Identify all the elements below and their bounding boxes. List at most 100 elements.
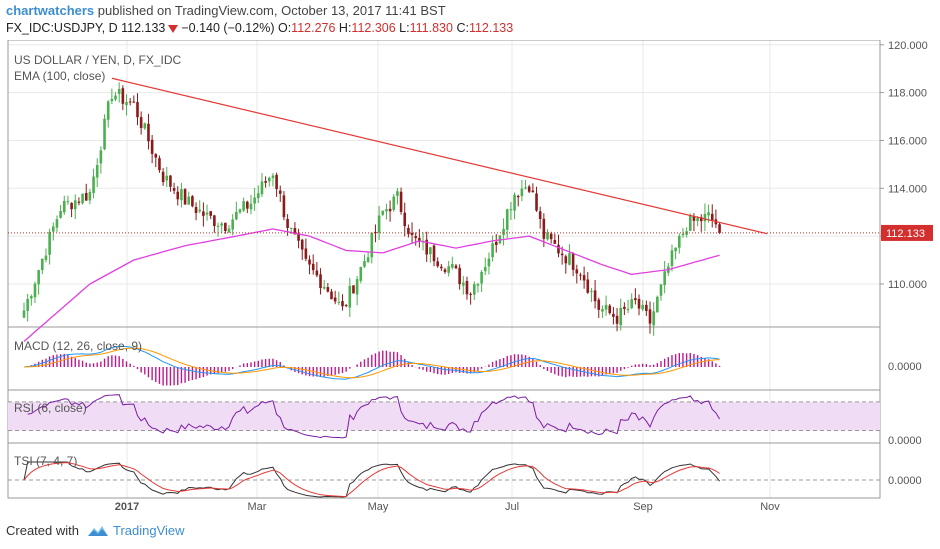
- candle-body: [615, 315, 619, 324]
- open-value: 112.276: [291, 21, 336, 35]
- candle-body: [176, 191, 180, 200]
- candle-body: [568, 253, 571, 265]
- candle-body: [458, 267, 461, 285]
- candle-body: [319, 274, 322, 289]
- candle-body: [626, 308, 630, 311]
- candle-body: [440, 266, 443, 269]
- candle-body: [462, 282, 465, 286]
- candle-body: [44, 255, 48, 260]
- candle-body: [348, 285, 352, 308]
- candle-body: [564, 256, 568, 264]
- macd-line: [23, 345, 720, 380]
- candle-body: [191, 196, 194, 207]
- candle-body: [22, 310, 26, 318]
- macd-label: MACD (12, 26, close, 9): [14, 339, 142, 353]
- candle-body: [374, 231, 377, 233]
- candle-body: [703, 213, 707, 222]
- candle-body: [436, 261, 439, 267]
- trendline[interactable]: [111, 77, 768, 235]
- candle-body: [355, 279, 359, 295]
- candle-body: [366, 257, 370, 262]
- candle-body: [674, 247, 677, 252]
- tsi-signal-line: [23, 462, 720, 498]
- y-tick-label: 120.000: [888, 40, 928, 52]
- candle-body: [66, 201, 70, 203]
- candle-body: [231, 219, 234, 230]
- candle-body: [70, 202, 73, 210]
- rsi-label: RSI (6, close): [14, 401, 87, 415]
- candle-body: [224, 222, 227, 232]
- candle-body: [443, 269, 447, 273]
- candle-body: [718, 224, 721, 233]
- rsi-zero-label: 0.0000: [888, 435, 922, 447]
- candle-body: [154, 154, 158, 158]
- rsi-band: [8, 401, 880, 431]
- symbol-label: FX_IDC:USDJPY, D: [6, 21, 118, 35]
- price-tag: [881, 224, 933, 241]
- candle-body: [106, 101, 110, 120]
- candle-body: [681, 233, 685, 236]
- candle-body: [216, 225, 220, 227]
- candle-body: [677, 235, 681, 248]
- candle-body: [447, 266, 450, 273]
- x-tick-label: Nov: [760, 501, 780, 513]
- pane-border-3: [7, 442, 881, 499]
- high-value: 112.306: [351, 21, 396, 35]
- y-tick-label: 116.000: [888, 135, 927, 147]
- candle-body: [242, 201, 245, 211]
- low-label: L:: [399, 21, 410, 35]
- candle-body: [710, 213, 714, 221]
- y-tick-label: 118.000: [888, 88, 927, 100]
- candle-body: [670, 250, 674, 267]
- candle-body: [286, 218, 289, 229]
- candle-body: [41, 258, 44, 271]
- candle-body: [593, 290, 597, 302]
- candle-body: [308, 259, 311, 265]
- candle-body: [648, 309, 652, 324]
- candle-body: [637, 298, 641, 309]
- candle-body: [451, 264, 454, 268]
- candle-body: [469, 293, 472, 295]
- created-with-text: Created with: [6, 523, 79, 538]
- tsi-label: TSI (7, 4, 7): [14, 454, 77, 468]
- rsi-line: [27, 394, 721, 439]
- author-link[interactable]: chartwatchers: [6, 3, 95, 18]
- tradingview-logo-icon: [87, 525, 108, 536]
- candle-body: [652, 311, 655, 326]
- candle-body: [256, 193, 260, 199]
- candle-body: [494, 241, 498, 245]
- candle-body: [571, 253, 575, 270]
- candle-body: [604, 304, 608, 310]
- candle-body: [147, 123, 150, 142]
- x-tick-label: 2017: [115, 501, 139, 513]
- candle-body: [418, 237, 421, 242]
- arrow-down-icon: [168, 24, 179, 33]
- candle-body: [330, 291, 333, 300]
- candle-body: [110, 98, 114, 102]
- candle-body: [601, 309, 604, 312]
- candle-body: [586, 279, 590, 293]
- candle-body: [645, 304, 648, 311]
- candle-body: [92, 176, 95, 194]
- candle-body: [209, 211, 213, 216]
- candle-body: [341, 301, 344, 307]
- candle-body: [117, 88, 121, 95]
- candle-body: [619, 307, 623, 326]
- candle-body: [502, 228, 505, 235]
- candle-body: [253, 197, 256, 204]
- candle-body: [527, 186, 531, 192]
- candle-body: [172, 188, 176, 191]
- tradingview-brand[interactable]: TradingView: [112, 523, 185, 538]
- publish-info: chartwatchers published on TradingView.c…: [6, 3, 446, 18]
- candle-body: [491, 243, 494, 258]
- close-label: C:: [456, 21, 469, 35]
- candle-body: [143, 123, 147, 129]
- candle-body: [267, 177, 271, 182]
- ema-label: EMA (100, close): [14, 69, 105, 83]
- candle-body: [297, 233, 300, 241]
- high-label: H:: [338, 21, 352, 35]
- candle-body: [139, 117, 143, 129]
- price-chart[interactable]: 2017 Mar May Jul Sep Nov 120.000 118.000 116.000…: [0, 40, 940, 518]
- candle-body: [205, 212, 209, 215]
- candle-body: [590, 290, 593, 292]
